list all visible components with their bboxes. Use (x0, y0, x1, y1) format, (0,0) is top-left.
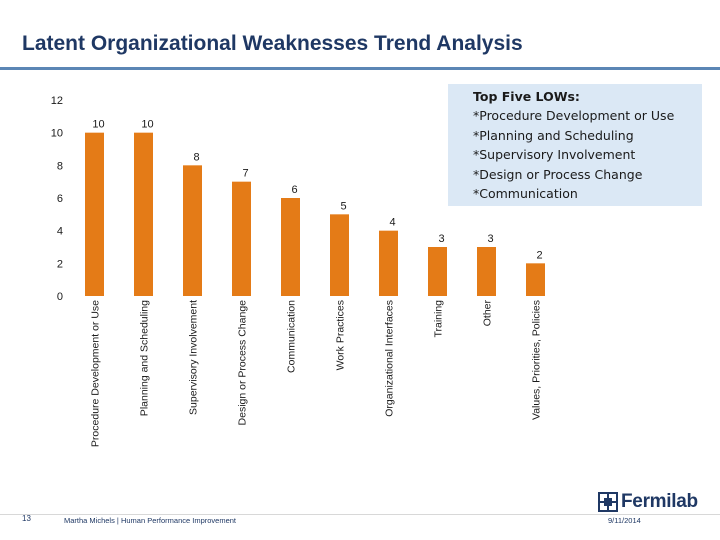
y-tick-label: 0 (57, 291, 63, 303)
data-label: 3 (438, 233, 444, 245)
category-label: Planning and Scheduling (139, 300, 151, 416)
category-label: Training (433, 300, 445, 338)
callout-item: *Communication (473, 186, 578, 202)
y-tick-label: 12 (51, 95, 63, 107)
y-tick-label: 2 (57, 258, 63, 270)
fermilab-logo: Fermilab (598, 490, 698, 514)
top-five-callout: Top Five LOWs: *Procedure Development or… (448, 84, 702, 206)
page-title: Latent Organizational Weaknesses Trend A… (22, 32, 523, 55)
data-label: 2 (536, 249, 542, 261)
logo-text: Fermilab (621, 491, 698, 512)
data-label: 7 (242, 168, 248, 180)
bar (183, 165, 202, 296)
y-tick-label: 10 (51, 128, 63, 140)
bar (232, 181, 251, 296)
y-tick-label: 4 (57, 226, 63, 238)
data-label: 6 (291, 184, 297, 196)
category-label: Values, Priorities, Policies (531, 300, 543, 420)
data-label: 10 (141, 119, 153, 131)
bar (134, 132, 153, 296)
bar (526, 263, 545, 296)
category-label: Procedure Development or Use (90, 300, 102, 447)
callout-item: *Supervisory Involvement (473, 147, 636, 163)
callout-item: *Design or Process Change (473, 166, 643, 182)
category-label: Organizational Interfaces (384, 300, 396, 417)
bar (428, 247, 447, 296)
category-label: Other (482, 300, 494, 327)
bar (477, 247, 496, 296)
bar (379, 230, 398, 296)
page-number: 13 (22, 514, 31, 523)
data-label: 10 (92, 119, 104, 131)
category-label: Work Practices (335, 300, 347, 370)
footer-date: 9/11/2014 (608, 516, 641, 525)
data-label: 4 (389, 217, 395, 229)
callout-title: Top Five LOWs: (473, 89, 580, 104)
category-label: Communication (286, 300, 298, 373)
footer-author: Martha Michels | Human Performance Impro… (64, 516, 237, 525)
y-tick-label: 6 (57, 193, 63, 205)
y-tick-label: 8 (57, 160, 63, 172)
bar (281, 198, 300, 296)
data-label: 5 (340, 200, 346, 212)
category-label: Design or Process Change (237, 300, 249, 426)
callout-item: *Procedure Development or Use (473, 108, 675, 124)
title-divider (0, 67, 720, 70)
data-label: 8 (193, 151, 199, 163)
bar (85, 132, 104, 296)
callout-item: *Planning and Scheduling (473, 127, 634, 143)
bar (330, 214, 349, 296)
footer-divider (0, 514, 720, 515)
category-label: Supervisory Involvement (188, 300, 200, 415)
fermilab-logo-icon (598, 492, 618, 512)
data-label: 3 (487, 233, 493, 245)
